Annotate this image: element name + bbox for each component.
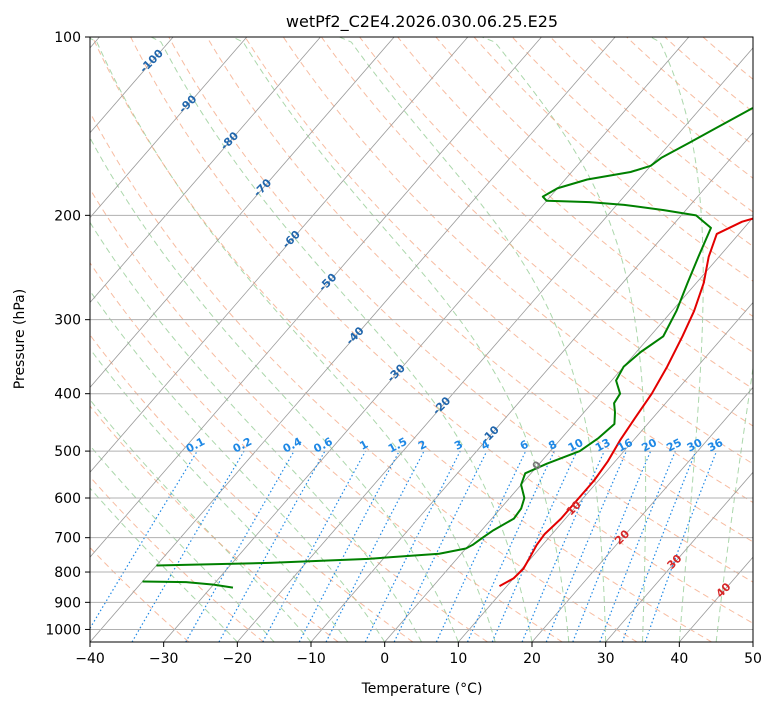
moist-adiabat	[232, 37, 570, 642]
mixing-ratio-line	[90, 450, 198, 630]
temperature-profile-line	[498, 217, 753, 587]
mixing-ratio-line	[185, 450, 295, 642]
mixing-ratio-line	[545, 450, 627, 642]
dry-adiabat	[321, 37, 753, 427]
isotherm-line	[90, 37, 469, 473]
y-axis-label: Pressure (hPa)	[12, 289, 28, 389]
mixing-ratio-label: 20	[639, 436, 659, 455]
x-tick-label: −30	[149, 651, 179, 667]
y-tick-label: 400	[54, 387, 81, 403]
mixing-ratio-lines	[90, 450, 718, 642]
plot-frame	[89, 36, 754, 643]
dry-adiabat	[90, 476, 264, 642]
mixing-ratio-line	[466, 450, 555, 642]
moist-adiabat	[90, 444, 275, 642]
x-tick-label: 20	[523, 651, 541, 667]
moist-adiabat	[715, 364, 753, 642]
mixing-ratio-line	[393, 450, 488, 642]
dry-adiabat	[90, 111, 638, 642]
x-tick-label: −40	[75, 651, 105, 667]
isotherm-line	[458, 301, 753, 642]
mixing-ratio-label: 36	[706, 436, 726, 455]
isotherm-line	[237, 47, 753, 642]
mixing-ratio-line	[435, 450, 527, 642]
pressure-gridlines	[90, 37, 753, 630]
dry-adiabat	[168, 37, 753, 583]
moist-adiabat	[90, 136, 459, 642]
isotherm-line	[90, 37, 616, 642]
mixing-ratio-label: 10	[566, 436, 586, 455]
y-tick-label: 200	[54, 208, 81, 224]
moist-adiabat	[481, 37, 647, 642]
moist-adiabat	[90, 37, 496, 642]
mixing-ratio-line	[131, 450, 245, 642]
dry-adiabat	[92, 37, 712, 642]
moist-adiabat	[90, 348, 349, 642]
x-axis-ticks: −40 −30 −20 −10 0 10 20 30 40 50	[75, 642, 762, 667]
moist-adiabat	[90, 398, 312, 642]
moist-adiabat	[339, 37, 607, 642]
y-tick-label: 100	[54, 30, 81, 46]
dry-adiabat	[90, 188, 563, 642]
isotherm-line	[163, 37, 690, 642]
mixing-ratio-line	[218, 450, 326, 642]
profile-series	[142, 107, 753, 589]
isotherms	[90, 37, 753, 642]
mixing-ratio-label: 16	[615, 436, 635, 455]
mixing-ratio-line	[491, 450, 578, 642]
y-tick-label: 700	[54, 531, 81, 547]
mixing-ratio-label: 13	[593, 436, 613, 455]
x-tick-label: −10	[296, 651, 326, 667]
x-tick-label: 10	[449, 651, 467, 667]
y-tick-label: 900	[54, 595, 81, 611]
isotherm-line	[90, 37, 542, 558]
y-tick-label: 800	[54, 565, 81, 581]
moist-adiabat	[151, 37, 533, 642]
dewpoint-profile-line	[142, 107, 753, 589]
x-tick-label: 40	[670, 651, 688, 667]
isotherm-line	[605, 471, 753, 642]
dry-adiabat	[550, 37, 753, 213]
x-tick-label: 50	[744, 651, 762, 667]
dry-adiabat	[130, 37, 753, 624]
chart-title: wetPf2_C2E4.2026.030.06.25.E25	[286, 12, 558, 32]
x-axis-label: Temperature (°C)	[361, 681, 483, 697]
dry-adiabat	[244, 37, 753, 504]
mixing-ratio-line	[364, 450, 461, 642]
moist-adiabat	[90, 221, 422, 642]
isotherm-line	[384, 217, 753, 642]
x-tick-label: 30	[597, 651, 615, 667]
moist-adiabat	[650, 37, 704, 642]
isotherm-line	[90, 37, 321, 304]
plot-area: -100-90-80-70-60-50-40-30-20-100.1 0.2 0.4…	[90, 37, 753, 642]
y-axis-ticks: 100 200 300 400 500 600 700 800 900 1000	[45, 30, 90, 638]
x-tick-label: 0	[380, 651, 389, 667]
dry-adiabat	[397, 37, 753, 353]
dry-adiabat	[511, 37, 753, 247]
y-tick-label: 500	[54, 444, 81, 460]
dry-adiabat	[473, 37, 753, 282]
isotherm-line	[90, 37, 248, 219]
mixing-ratio-line	[521, 450, 605, 642]
y-tick-label: 600	[54, 491, 81, 507]
mixing-ratio-label: 25	[664, 436, 684, 455]
isotherm-line	[90, 37, 395, 389]
dry-adiabat	[90, 334, 414, 642]
mixing-ratio-line	[262, 450, 367, 642]
isotherm-line	[531, 386, 753, 642]
isotherm-line	[310, 132, 753, 642]
mixing-ratio-label: 30	[685, 436, 705, 455]
y-tick-label: 300	[54, 313, 81, 329]
x-tick-label: −20	[223, 651, 253, 667]
y-tick-label: 1000	[45, 622, 81, 638]
